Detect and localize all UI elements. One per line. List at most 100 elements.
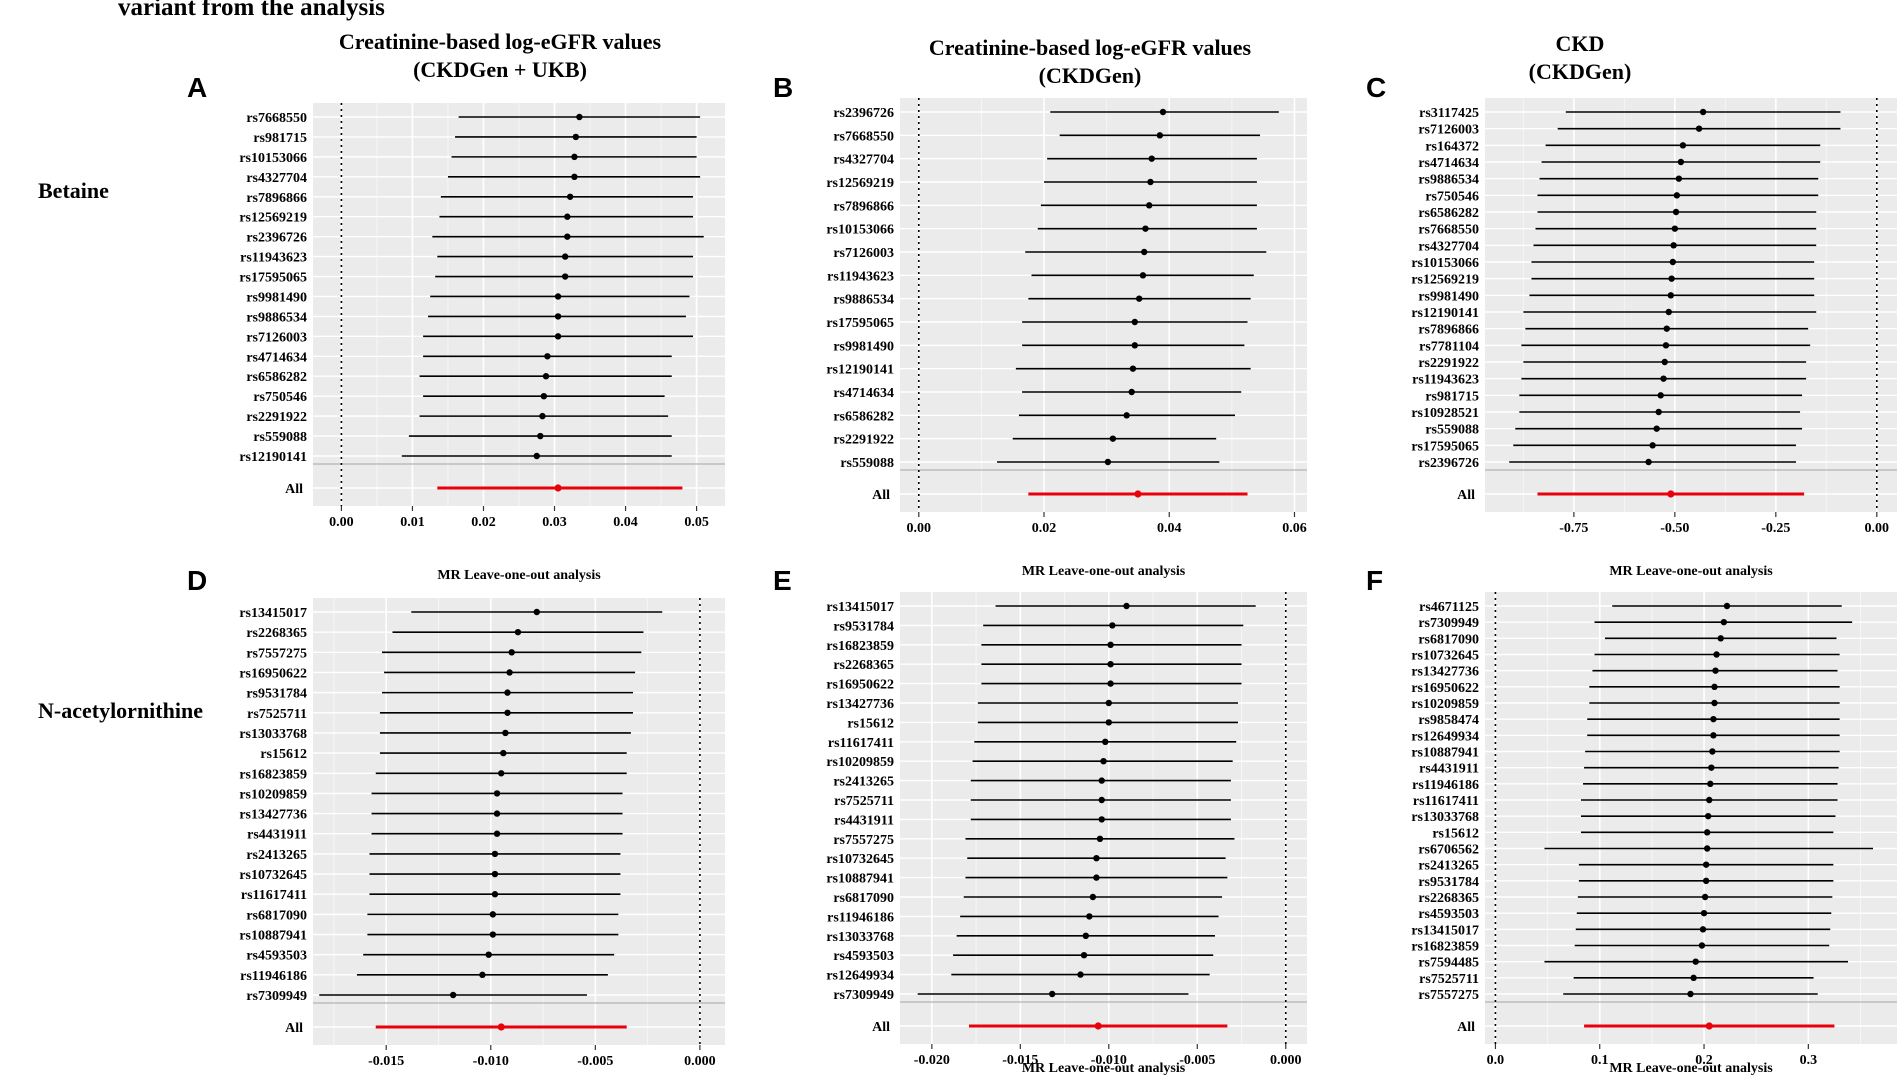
point-rs9858474 (1710, 715, 1717, 723)
x-tick-label: -0.015 (368, 1054, 404, 1069)
snp-label: rs15612 (260, 747, 307, 762)
snp-label: rs16950622 (239, 666, 307, 681)
snp-label: rs750546 (253, 390, 307, 405)
snp-label: rs2396726 (833, 106, 894, 121)
snp-label: rs2268365 (1418, 891, 1479, 906)
point-rs2291922 (539, 412, 546, 420)
snp-label: rs9531784 (1418, 875, 1479, 890)
panel-f-group: rs4671125rs7309949rs6817090rs10732645rs1… (1411, 592, 1897, 1076)
snp-label: rs7309949 (246, 989, 307, 1004)
snp-label: rs559088 (253, 430, 307, 445)
all-label: All (285, 482, 303, 497)
x-tick-label: 0.00 (329, 515, 354, 530)
point-rs6817090 (1717, 635, 1724, 642)
snp-label: rs750546 (1425, 189, 1479, 204)
point-rs4593503 (1080, 952, 1088, 959)
snp-label: rs6817090 (833, 891, 894, 906)
panel-c-title-line2: (CKDGen) (1528, 59, 1632, 84)
point-rs981715 (572, 133, 580, 141)
point-rs16950622 (1107, 680, 1114, 687)
snp-label: rs4431911 (1419, 762, 1479, 777)
x-tick-label: -0.020 (914, 1053, 950, 1068)
snp-label: rs9886534 (1418, 173, 1479, 188)
panel-b-group: rs2396726 rs7668550 rs4327704 rs12569219 rs7… (826, 98, 1307, 579)
snp-label: rs4714634 (246, 350, 307, 365)
point-rs16823859 (1107, 641, 1114, 648)
x-tick-label: 0.3 (1800, 1053, 1818, 1068)
snp-label: rs164372 (1425, 139, 1479, 154)
snp-label: rs17595065 (239, 271, 307, 286)
x-tick-label: 0.06 (1282, 521, 1307, 536)
snp-label: rs7525711 (834, 794, 894, 809)
snp-label: rs2268365 (246, 626, 307, 641)
point-rs7126003 (554, 333, 562, 340)
point-rs13415017 (1699, 926, 1707, 933)
snp-label: rs9981490 (246, 290, 307, 305)
point-rs7126003 (1141, 248, 1148, 256)
x-tick-label: 0.03 (542, 515, 567, 530)
panel-a-label: A (187, 72, 208, 103)
panel-f-label: F (1366, 565, 1384, 596)
point-rs6706562 (1703, 845, 1711, 852)
point-rs12190141 (1665, 308, 1672, 316)
point-rs4714634 (544, 353, 551, 360)
point-rs7896866 (1663, 325, 1670, 332)
point-rs11617411 (1102, 738, 1109, 745)
snp-label: rs6817090 (1418, 632, 1479, 647)
all-label: All (285, 1021, 303, 1036)
point-rs16823859 (498, 770, 505, 777)
snp-label: rs10153066 (1411, 256, 1479, 271)
snp-label: rs2291922 (833, 433, 894, 448)
point-rs2268365 (514, 628, 522, 636)
snp-label: rs13415017 (1411, 923, 1479, 938)
snp-label: rs7309949 (1418, 616, 1479, 631)
snp-label: rs7525711 (1419, 972, 1479, 987)
snp-label: rs7557275 (246, 646, 307, 661)
point-rs12569219 (1668, 275, 1675, 282)
point-rs3117425 (1699, 108, 1707, 116)
point-rs2268365 (1701, 893, 1709, 901)
snp-label: rs9981490 (1418, 289, 1479, 304)
snp-label: rs10732645 (239, 868, 307, 883)
point-rs9981490 (554, 293, 562, 300)
all-label: All (872, 488, 890, 503)
point-rs7126003 (1695, 125, 1703, 132)
point-rs11943623 (561, 253, 569, 260)
snp-label: rs9858474 (1418, 713, 1479, 728)
snp-label: rs4714634 (1418, 156, 1479, 171)
snp-label: rs9531784 (833, 619, 894, 634)
point-rs11617411 (1706, 796, 1713, 804)
point-rs12569219 (1147, 178, 1154, 186)
snp-label: rs12190141 (239, 450, 307, 465)
point-rs13415017 (1123, 602, 1130, 610)
x-axis-label: MR Leave-one-out analysis (1022, 564, 1186, 579)
snp-label: rs7896866 (1418, 323, 1479, 338)
panel-a-title-line2: (CKDGen + UKB) (413, 57, 587, 82)
snp-label: rs15612 (847, 716, 894, 731)
point-rs16823859 (1698, 942, 1706, 949)
point-rs13033768 (1082, 932, 1090, 939)
panel-b-title-line2: (CKDGen) (1038, 63, 1142, 88)
point-rs9886534 (554, 313, 562, 320)
snp-label: rs6586282 (833, 409, 894, 424)
snp-label: rs11943623 (827, 269, 894, 284)
x-tick-label: -0.005 (577, 1054, 613, 1069)
x-tick-label: -0.010 (1091, 1053, 1127, 1068)
snp-label: rs2291922 (246, 410, 307, 425)
snp-label: rs13427736 (1411, 665, 1479, 680)
snp-label: rs13415017 (826, 600, 894, 615)
panel-d-background (313, 598, 725, 1045)
point-rs13033768 (1705, 812, 1712, 820)
snp-label: rs559088 (1425, 423, 1479, 438)
snp-label: rs6706562 (1418, 843, 1479, 858)
snp-label: rs7896866 (246, 191, 307, 206)
panel-d-label: D (187, 565, 208, 596)
snp-label: rs7668550 (833, 129, 894, 144)
point-all (497, 1023, 505, 1031)
point-rs2268365 (1107, 661, 1114, 668)
x-tick-label: 0.000 (684, 1054, 716, 1069)
snp-label: rs16823859 (826, 639, 894, 654)
all-label: All (1457, 1020, 1475, 1035)
point-rs10209859 (493, 790, 501, 797)
